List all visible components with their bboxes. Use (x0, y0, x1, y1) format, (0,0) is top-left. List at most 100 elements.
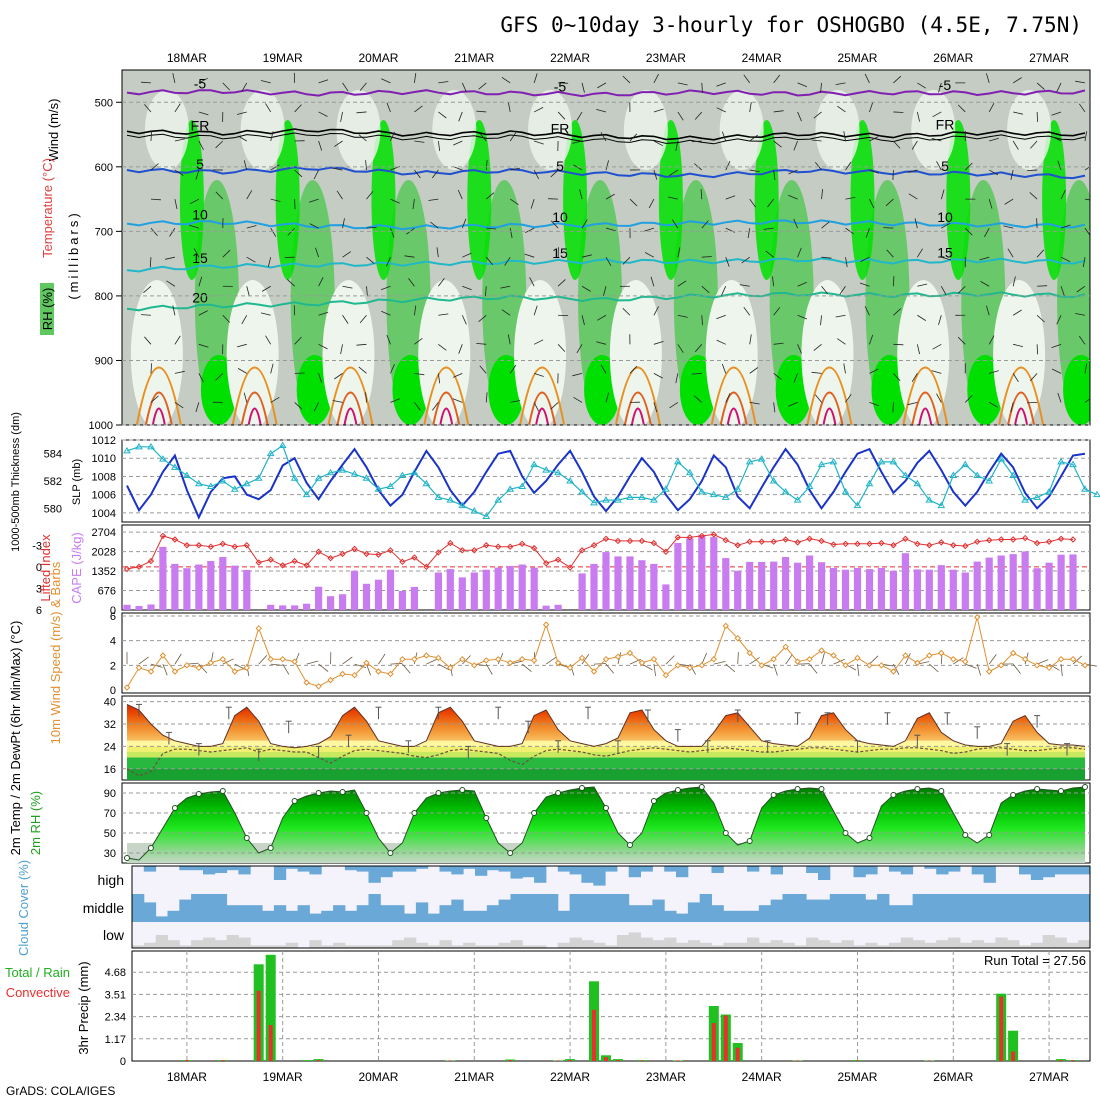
wind-barb (1012, 276, 1016, 287)
wind-barb-10m (438, 663, 450, 671)
wind-barb (622, 308, 631, 316)
wind-speed-marker (662, 671, 670, 679)
wind-barb-10m (485, 663, 493, 675)
cape-bar (123, 604, 131, 610)
cloud-cell-low (818, 940, 831, 948)
cape-bar (997, 555, 1005, 610)
cloud-cell-low (1042, 935, 1055, 948)
wind-barb (431, 169, 439, 179)
isotherm-label: 5 (941, 158, 949, 174)
wind-barb (940, 189, 945, 200)
cloud-cell-high (451, 866, 464, 875)
wind-barb (668, 196, 678, 200)
wind-speed-marker (255, 625, 262, 632)
date-label-top: 25MAR (837, 51, 877, 65)
cloud-cell-high (569, 866, 582, 875)
rh-marker (507, 850, 514, 856)
wind-barb (198, 310, 208, 316)
li-tick-label: -3 (32, 540, 42, 552)
wind-barb (1051, 368, 1062, 374)
wind-barb (1082, 257, 1086, 268)
wind-barb (773, 110, 784, 113)
date-label-bottom: 22MAR (550, 1070, 590, 1084)
thickness-marker (877, 457, 886, 465)
cloud-cell-middle (510, 894, 523, 922)
wind-barb (701, 315, 703, 326)
wind-barb (215, 140, 224, 149)
li-marker (566, 564, 574, 571)
wind-barb (869, 334, 874, 345)
wind-barb (260, 312, 271, 316)
wind-barb (964, 395, 973, 403)
wind-barb (988, 335, 995, 345)
wind-barb (525, 227, 535, 234)
wind-barb (986, 305, 990, 316)
wind-speed-marker (650, 655, 658, 663)
isotherm-5 (126, 166, 1086, 180)
cloud-cell-middle (1030, 894, 1044, 922)
thickness-marker (733, 485, 742, 492)
cloud-cell-low (238, 937, 251, 948)
wind-barb (342, 251, 352, 258)
cloud-cell-low (557, 942, 571, 948)
wind-barb-10m (198, 663, 208, 674)
cloud-cell-low (439, 940, 452, 948)
cloud-cell-middle (888, 905, 902, 922)
cape-bar (303, 603, 311, 610)
date-label-top: 22MAR (550, 51, 590, 65)
wind-barb (237, 368, 247, 374)
wind-barb (893, 140, 901, 149)
temp-tick-label: 32 (104, 719, 116, 731)
wind-speed-marker (315, 683, 322, 690)
wind-barb-10m (869, 655, 879, 665)
cape-tick-label: 676 (98, 586, 116, 598)
wind-barb (845, 227, 854, 235)
thickness-marker (745, 457, 754, 465)
wind-speed-marker (459, 655, 466, 663)
wind-barb (198, 140, 204, 150)
wind-barb (1084, 398, 1090, 403)
wind-barb (386, 257, 391, 267)
cloud-cell-middle (486, 905, 500, 922)
wind-barb (743, 74, 751, 84)
li-marker (183, 542, 191, 549)
wind-barb (797, 281, 807, 287)
wind-barb (144, 104, 152, 113)
thickness-marker (434, 493, 443, 500)
rh-dry-patch (144, 90, 189, 170)
wind-barb (534, 372, 544, 377)
wind-barb-10m (426, 658, 438, 665)
wind-barb (653, 108, 664, 113)
wind-barb (265, 335, 272, 345)
wind-barb (988, 198, 993, 209)
wind-barb (1057, 392, 1062, 403)
wind-barb (551, 220, 559, 229)
wind-barb (431, 402, 439, 411)
wind-barb (533, 305, 538, 316)
date-label-bottom: 24MAR (742, 1070, 782, 1084)
cloud-cell-low (415, 942, 429, 948)
cloud-cell-low (711, 945, 724, 948)
wind-barb (964, 227, 973, 236)
wind-barb (869, 102, 874, 113)
legend-total-rain: Total / Rain (5, 965, 70, 980)
wind-barb-10m (1012, 663, 1021, 674)
thickness-marker (1033, 493, 1041, 500)
cloud-cell-high (143, 866, 157, 872)
precip-convective-bar (184, 1060, 189, 1061)
cloud-cell-high (581, 866, 594, 883)
pressure-tick-label: 900 (95, 355, 113, 367)
wind-barb (917, 82, 927, 89)
wind-barb (195, 402, 200, 413)
li-marker (159, 532, 167, 540)
cloud-cell-low (463, 942, 476, 948)
wind-barb (725, 160, 731, 171)
wind-barb (309, 223, 319, 229)
wind-speed-marker (291, 658, 298, 665)
wind-barb (893, 373, 901, 382)
wind-barb (437, 140, 441, 151)
wind-barb (917, 248, 923, 258)
cloud-cell-middle (463, 910, 476, 922)
cloud-cell-high (1030, 866, 1044, 880)
thickness-marker (350, 470, 359, 477)
